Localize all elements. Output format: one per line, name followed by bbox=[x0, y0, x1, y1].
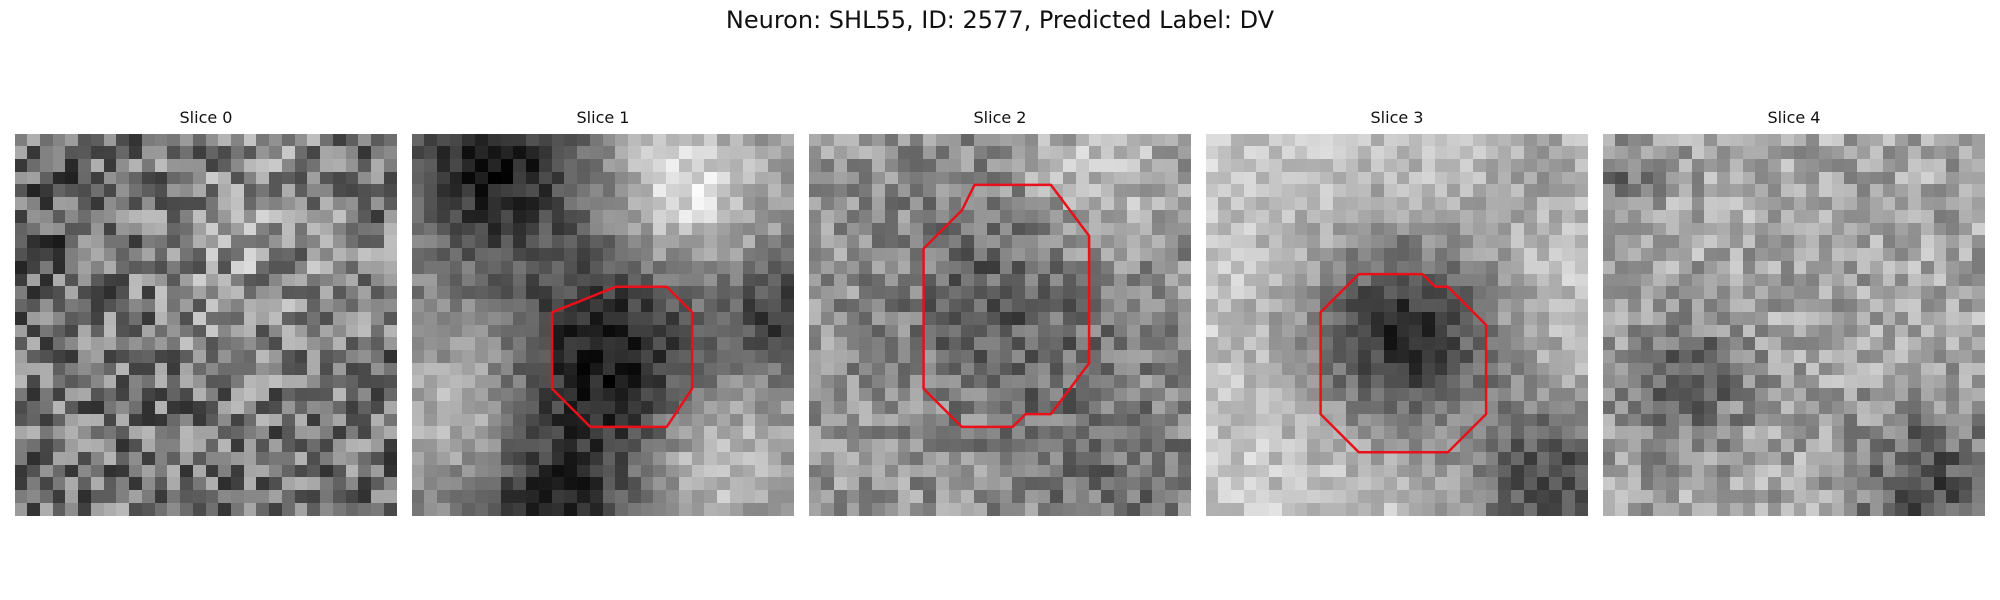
roi-contour-2 bbox=[922, 183, 1091, 429]
slice-pixels-1 bbox=[412, 134, 794, 516]
slice-title-2: Slice 2 bbox=[973, 108, 1027, 127]
slice-pixels-0 bbox=[15, 134, 397, 516]
slice-image-3 bbox=[1206, 134, 1588, 516]
slice-image-1 bbox=[412, 134, 794, 516]
slice-pixels-4 bbox=[1603, 134, 1985, 516]
slice-title-0: Slice 0 bbox=[179, 108, 233, 127]
slice-title-4: Slice 4 bbox=[1767, 108, 1821, 127]
figure-title: Neuron: SHL55, ID: 2577, Predicted Label… bbox=[725, 6, 1275, 34]
roi-contour-1 bbox=[550, 285, 694, 429]
slice-image-2 bbox=[809, 134, 1191, 516]
slice-pixels-2 bbox=[809, 134, 1191, 516]
slice-title-1: Slice 1 bbox=[576, 108, 630, 127]
slice-image-4 bbox=[1603, 134, 1985, 516]
slice-title-3: Slice 3 bbox=[1370, 108, 1424, 127]
slice-image-0 bbox=[15, 134, 397, 516]
roi-contour-3 bbox=[1319, 272, 1488, 454]
